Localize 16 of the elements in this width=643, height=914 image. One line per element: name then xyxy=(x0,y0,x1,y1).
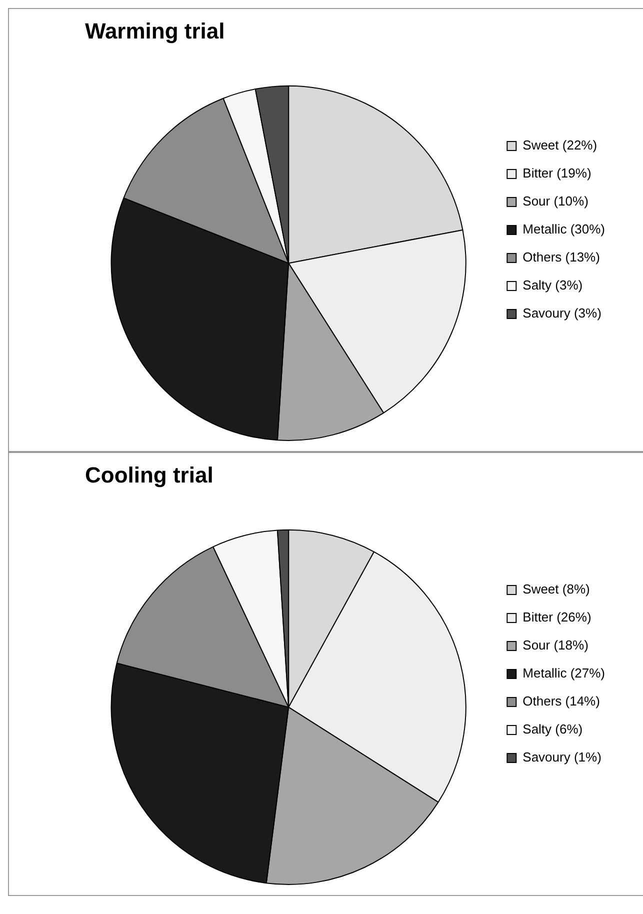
legend-label: Sweet (22%) xyxy=(522,138,598,153)
legend-label: Sour (18%) xyxy=(522,638,588,653)
legend-label: Sour (10%) xyxy=(522,194,588,209)
legend-label: Salty (6%) xyxy=(522,722,583,737)
legend-label: Sweet (8%) xyxy=(522,582,590,597)
legend-label: Savoury (1%) xyxy=(522,750,602,765)
legend-label: Others (14%) xyxy=(522,694,600,709)
legend-label: Savoury (3%) xyxy=(522,306,602,321)
legend-label: Salty (3%) xyxy=(522,278,583,293)
legend-label: Others (13%) xyxy=(522,250,600,265)
legend-label: Bitter (26%) xyxy=(522,610,592,625)
chart-title: Cooling trial xyxy=(85,462,214,488)
legend-label: Metallic (27%) xyxy=(522,666,606,681)
legend-label: Bitter (19%) xyxy=(522,166,592,181)
chart-title: Warming trial xyxy=(85,18,225,44)
legend-label: Metallic (30%) xyxy=(522,222,606,237)
